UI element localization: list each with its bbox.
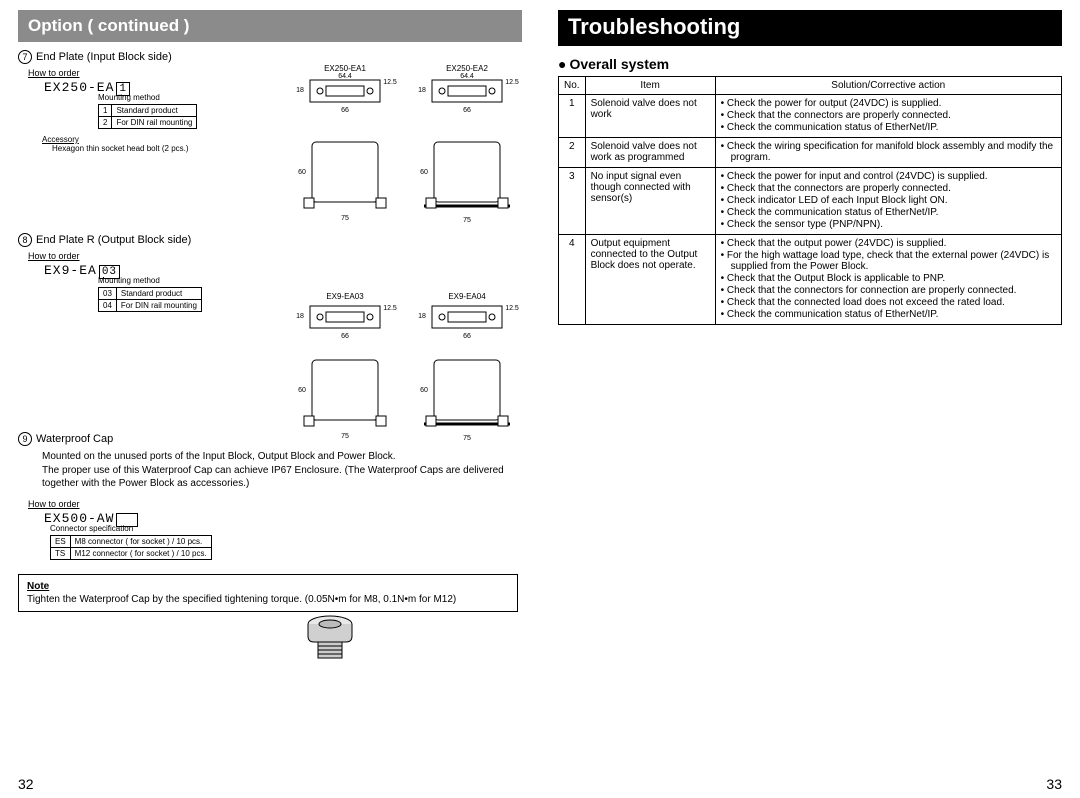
- svg-text:75: 75: [341, 215, 349, 222]
- action-item: Check that the connectors are properly c…: [721, 183, 1056, 194]
- svg-text:75: 75: [463, 435, 471, 442]
- drawing-ex9-ea03: EX9-EA03 18 12.5 66 60 75: [290, 290, 400, 460]
- svg-text:EX250-EA1: EX250-EA1: [324, 64, 366, 73]
- svg-text:60: 60: [420, 387, 428, 394]
- svg-text:EX9-EA04: EX9-EA04: [448, 292, 486, 301]
- svg-text:18: 18: [418, 313, 426, 320]
- svg-text:66: 66: [341, 333, 349, 340]
- row-no: 3: [559, 168, 586, 235]
- svg-text:12.5: 12.5: [505, 79, 519, 86]
- row-actions: Check the power for output (24VDC) is su…: [715, 95, 1061, 138]
- th-action: Solution/Corrective action: [715, 77, 1061, 95]
- action-item: Check the power for input and control (2…: [721, 171, 1056, 182]
- row-actions: Check that the output power (24VDC) is s…: [715, 235, 1061, 325]
- row-item: Solenoid valve does not work: [585, 95, 715, 138]
- action-item: Check the wiring specification for manif…: [721, 141, 1056, 163]
- how-to-order-9: How to order: [28, 499, 522, 509]
- right-section-header: Troubleshooting: [558, 10, 1062, 46]
- svg-text:18: 18: [296, 87, 304, 94]
- waterproof-cap-icon: [300, 612, 360, 667]
- table-row: 2Solenoid valve does not work as program…: [559, 138, 1062, 168]
- troubleshooting-table: No. Item Solution/Corrective action 1Sol…: [558, 76, 1062, 325]
- mounting-options-8: 03Standard product 04For DIN rail mounti…: [98, 287, 202, 312]
- svg-text:60: 60: [298, 387, 306, 394]
- drawing-ex250-ea2: EX250-EA2 64.4 18 12.5 66 60 75: [412, 62, 522, 242]
- row-item: Output equipment connected to the Output…: [585, 235, 715, 325]
- action-item: Check that the output power (24VDC) is s…: [721, 238, 1056, 249]
- right-page: Troubleshooting Overall system No. Item …: [540, 0, 1080, 798]
- action-item: Check that the Output Block is applicabl…: [721, 273, 1056, 284]
- action-item: Check that the connected load does not e…: [721, 297, 1056, 308]
- svg-text:EX250-EA2: EX250-EA2: [446, 64, 488, 73]
- svg-text:66: 66: [463, 107, 471, 114]
- svg-text:60: 60: [420, 169, 428, 176]
- left-section-header: Option ( continued ): [18, 10, 522, 42]
- action-item: Check that the connectors are properly c…: [721, 110, 1056, 121]
- left-page: Option ( continued ) 7End Plate (Input B…: [0, 0, 540, 798]
- action-item: Check indicator LED of each Input Block …: [721, 195, 1056, 206]
- page-number-left: 32: [18, 776, 34, 792]
- row-no: 2: [559, 138, 586, 168]
- connector-label-9: Connector specification: [50, 524, 522, 533]
- svg-text:18: 18: [296, 313, 304, 320]
- svg-text:60: 60: [298, 169, 306, 176]
- svg-text:66: 66: [463, 333, 471, 340]
- svg-text:12.5: 12.5: [383, 305, 397, 312]
- action-item: Check the communication status of EtherN…: [721, 207, 1056, 218]
- diagrams-item7: EX250-EA1 64.4 18 12.5 66 60 75 EX250-EA: [290, 62, 522, 242]
- svg-text:66: 66: [341, 107, 349, 114]
- action-item: Check the communication status of EtherN…: [721, 309, 1056, 320]
- note-box: Note Tighten the Waterproof Cap by the s…: [18, 574, 518, 612]
- diagrams-item8: EX9-EA03 18 12.5 66 60 75 EX9-EA04: [290, 290, 522, 460]
- row-actions: Check the power for input and control (2…: [715, 168, 1061, 235]
- drawing-ex250-ea1: EX250-EA1 64.4 18 12.5 66 60 75: [290, 62, 400, 242]
- mounting-label-8: Mounting method: [98, 276, 522, 285]
- svg-text:18: 18: [418, 87, 426, 94]
- row-no: 1: [559, 95, 586, 138]
- svg-text:75: 75: [463, 217, 471, 224]
- note-text: Tighten the Waterproof Cap by the specif…: [27, 594, 509, 605]
- svg-text:64.4: 64.4: [460, 73, 474, 80]
- row-no: 4: [559, 235, 586, 325]
- page-number-right: 33: [1046, 776, 1062, 792]
- action-item: For the high wattage load type, check th…: [721, 250, 1056, 272]
- row-item: Solenoid valve does not work as programm…: [585, 138, 715, 168]
- how-to-order-8: How to order: [28, 251, 522, 261]
- table-row: 4Output equipment connected to the Outpu…: [559, 235, 1062, 325]
- table-row: 3No input signal even though connected w…: [559, 168, 1062, 235]
- action-item: Check the sensor type (PNP/NPN).: [721, 219, 1056, 230]
- subsection-header: Overall system: [558, 56, 1062, 72]
- row-actions: Check the wiring specification for manif…: [715, 138, 1061, 168]
- th-item: Item: [585, 77, 715, 95]
- svg-text:EX9-EA03: EX9-EA03: [326, 292, 364, 301]
- action-item: Check the power for output (24VDC) is su…: [721, 98, 1056, 109]
- note-heading: Note: [27, 581, 509, 592]
- drawing-ex9-ea04: EX9-EA04 18 12.5 66 60 75: [412, 290, 522, 460]
- action-item: Check that the connectors for connection…: [721, 285, 1056, 296]
- mounting-options-7: 1Standard product 2For DIN rail mounting: [98, 104, 197, 129]
- svg-text:12.5: 12.5: [505, 305, 519, 312]
- action-item: Check the communication status of EtherN…: [721, 122, 1056, 133]
- svg-text:12.5: 12.5: [383, 79, 397, 86]
- th-no: No.: [559, 77, 586, 95]
- table-row: 1Solenoid valve does not work Check the p…: [559, 95, 1062, 138]
- svg-text:64.4: 64.4: [338, 73, 352, 80]
- row-item: No input signal even though connected wi…: [585, 168, 715, 235]
- connector-options-9: ESM8 connector ( for socket ) / 10 pcs. …: [50, 535, 212, 560]
- svg-text:75: 75: [341, 433, 349, 440]
